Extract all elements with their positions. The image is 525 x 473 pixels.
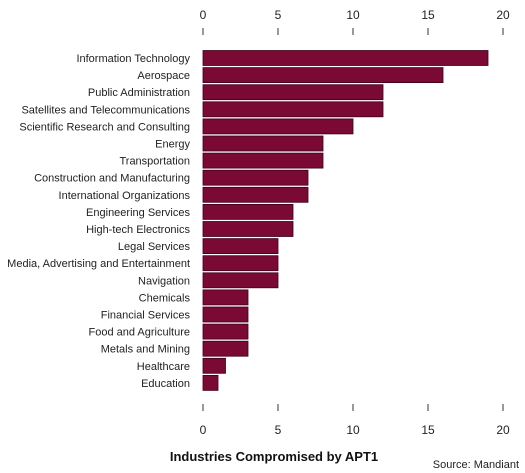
bar: [202, 221, 294, 237]
category-label: Satellites and Telecommunications: [21, 104, 190, 116]
top-tick-label: 0: [200, 8, 207, 22]
bar: [202, 101, 384, 118]
category-label: Healthcare: [137, 361, 190, 373]
bar: [202, 203, 294, 220]
category-label: Transportation: [119, 156, 190, 168]
category-label: Aerospace: [137, 70, 190, 82]
bar: [202, 169, 309, 186]
category-label: Scientific Research and Consulting: [19, 121, 190, 133]
category-labels: Information Technology Aerospace Public Ad…: [7, 53, 190, 390]
bottom-axis: 0 5 10 15 20: [200, 404, 510, 437]
source-label: Source: Mandiant: [433, 459, 519, 471]
bar: [202, 272, 279, 289]
bar: [202, 323, 249, 340]
bottom-tick-label: 10: [346, 423, 360, 437]
top-tick-label: 5: [275, 8, 282, 22]
category-label: Engineering Services: [86, 207, 190, 219]
bar: [202, 186, 309, 203]
bottom-tick-label: 5: [275, 423, 282, 437]
category-label: Legal Services: [118, 241, 191, 253]
bar: [202, 84, 384, 101]
category-label: Energy: [155, 139, 190, 151]
category-label: Metals and Mining: [101, 344, 190, 356]
bar: [202, 50, 489, 66]
category-label: Media, Advertising and Entertainment: [7, 258, 190, 270]
bar: [202, 357, 226, 374]
bottom-tick-label: 0: [200, 423, 207, 437]
bar: [202, 374, 219, 391]
top-axis: 0 5 10 15 20: [200, 8, 510, 35]
category-label: Public Administration: [88, 87, 190, 99]
category-label: International Organizations: [59, 190, 191, 202]
category-label: High-tech Electronics: [86, 224, 190, 236]
bar: [202, 67, 444, 83]
bar: [202, 306, 249, 323]
category-label: Financial Services: [101, 310, 191, 322]
bottom-tick-label: 20: [496, 423, 510, 437]
bar: [202, 152, 324, 169]
category-label: Education: [141, 378, 190, 390]
top-tick-label: 15: [421, 8, 435, 22]
chart-title: Industries Compromised by APT1: [170, 449, 378, 464]
category-label: Information Technology: [76, 53, 190, 65]
category-label: Construction and Manufacturing: [34, 173, 190, 185]
category-label: Food and Agriculture: [88, 327, 190, 339]
top-tick-label: 20: [496, 8, 510, 22]
category-label: Chemicals: [139, 292, 191, 304]
bars-group: [202, 50, 489, 391]
bar: [202, 238, 279, 255]
bar: [202, 135, 324, 152]
bar: [202, 118, 354, 135]
bar: [202, 255, 279, 272]
bar: [202, 289, 249, 306]
bar: [202, 340, 249, 357]
category-label: Navigation: [138, 275, 190, 287]
bottom-tick-label: 15: [421, 423, 435, 437]
top-tick-label: 10: [346, 8, 360, 22]
